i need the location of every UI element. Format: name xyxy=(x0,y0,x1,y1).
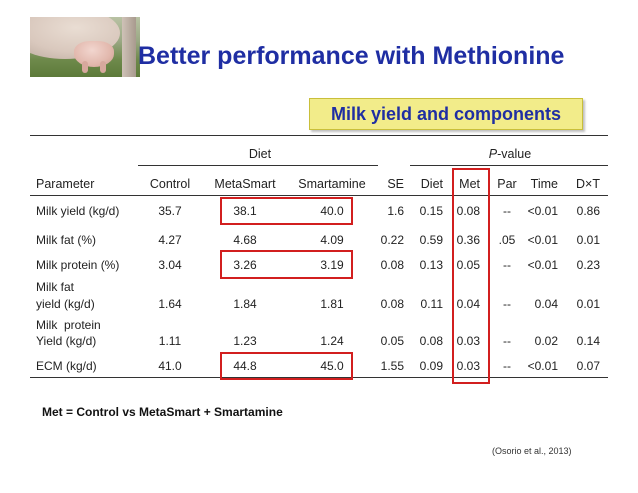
highlight-box-milk-protein xyxy=(220,250,353,279)
cell-diet: 0.15 xyxy=(419,204,443,218)
pvalue-group-header: P-value xyxy=(488,147,532,161)
table-bottom-rule xyxy=(30,377,608,378)
cell-metasmart: 38.1 xyxy=(233,204,257,218)
cell-se: 0.08 xyxy=(380,297,404,311)
col-header-smartamine: Smartamine xyxy=(298,177,366,191)
highlight-box-met-column xyxy=(452,168,490,384)
cell-metasmart: 1.23 xyxy=(233,334,257,348)
cell-metasmart: 44.8 xyxy=(233,359,257,373)
cell-smartamine: 40.0 xyxy=(320,204,344,218)
table-top-rule xyxy=(30,135,608,136)
highlight-box-milk-yield xyxy=(220,197,353,225)
row-param: Milk protein (%) xyxy=(36,258,120,272)
row-param: Milk yield (kg/d) xyxy=(36,204,120,218)
cell-dxt: 0.86 xyxy=(576,204,600,218)
row-param: ECM (kg/d) xyxy=(36,359,97,373)
header-bottom-rule xyxy=(30,195,608,196)
cell-par: -- xyxy=(503,359,511,373)
highlight-box-ecm xyxy=(220,352,353,380)
cell-time: 0.04 xyxy=(534,297,558,311)
col-header-met: Met xyxy=(459,177,480,191)
cell-par: -- xyxy=(503,334,511,348)
cell-dxt: 0.14 xyxy=(576,334,600,348)
col-header-dxt: D×T xyxy=(576,177,600,191)
cow-udder-photo xyxy=(30,17,140,77)
cell-diet: 0.09 xyxy=(419,359,443,373)
row-param-line2: Yield (kg/d) xyxy=(36,334,97,348)
col-header-time: Time xyxy=(530,177,558,191)
cell-par: .05 xyxy=(498,233,516,247)
cell-met: 0.36 xyxy=(456,233,480,247)
row-param: Milk fat (%) xyxy=(36,233,96,247)
cell-se: 0.05 xyxy=(380,334,404,348)
cell-dxt: 0.23 xyxy=(576,258,600,272)
cell-time: <0.01 xyxy=(527,258,558,272)
cell-control: 35.7 xyxy=(158,204,182,218)
cell-control: 4.27 xyxy=(158,233,182,247)
subtitle-banner: Milk yield and components xyxy=(309,98,583,130)
cell-se: 1.55 xyxy=(380,359,404,373)
cell-met: 0.03 xyxy=(456,359,480,373)
diet-group-rule xyxy=(138,165,378,166)
cell-dxt: 0.01 xyxy=(576,297,600,311)
cell-time: <0.01 xyxy=(527,204,558,218)
row-param: Milk protein xyxy=(36,318,101,332)
col-header-control: Control xyxy=(149,177,191,191)
cell-time: 0.02 xyxy=(534,334,558,348)
pvalue-group-rule xyxy=(410,165,608,166)
cell-met: 0.03 xyxy=(456,334,480,348)
cell-se: 0.22 xyxy=(380,233,404,247)
col-header-par: Par xyxy=(497,177,517,191)
cell-control: 41.0 xyxy=(158,359,182,373)
citation: (Osorio et al., 2013) xyxy=(492,446,572,456)
diet-group-header: Diet xyxy=(248,147,272,161)
footnote: Met = Control vs MetaSmart + Smartamine xyxy=(42,405,283,419)
cell-metasmart: 1.84 xyxy=(233,297,257,311)
cell-par: -- xyxy=(503,204,511,218)
cell-metasmart: 3.26 xyxy=(233,258,257,272)
cell-par: -- xyxy=(503,297,511,311)
cell-time: <0.01 xyxy=(527,359,558,373)
col-header-diet: Diet xyxy=(420,177,443,191)
cell-control: 1.11 xyxy=(158,334,182,348)
cell-met: 0.08 xyxy=(456,204,480,218)
col-header-se: SE xyxy=(387,177,404,191)
cell-dxt: 0.01 xyxy=(576,233,600,247)
cell-smartamine: 4.09 xyxy=(320,233,344,247)
cell-diet: 0.59 xyxy=(419,233,443,247)
col-header-parameter: Parameter xyxy=(36,177,95,191)
cell-control: 1.64 xyxy=(158,297,182,311)
cell-smartamine: 45.0 xyxy=(320,359,344,373)
row-param-line2: yield (kg/d) xyxy=(36,297,95,311)
cell-diet: 0.11 xyxy=(420,297,443,311)
cell-diet: 0.08 xyxy=(419,334,443,348)
cell-time: <0.01 xyxy=(527,233,558,247)
cell-diet: 0.13 xyxy=(419,258,443,272)
cell-smartamine: 3.19 xyxy=(320,258,344,272)
cell-se: 1.6 xyxy=(387,204,404,218)
cell-control: 3.04 xyxy=(158,258,182,272)
cell-metasmart: 4.68 xyxy=(233,233,257,247)
col-header-metasmart: MetaSmart xyxy=(214,177,276,191)
cell-smartamine: 1.81 xyxy=(320,297,344,311)
cell-se: 0.08 xyxy=(380,258,404,272)
cell-met: 0.05 xyxy=(456,258,480,272)
slide-title: Better performance with Methionine xyxy=(138,42,565,70)
row-param: Milk fat xyxy=(36,280,75,294)
cell-dxt: 0.07 xyxy=(576,359,600,373)
cell-smartamine: 1.24 xyxy=(320,334,344,348)
cell-par: -- xyxy=(503,258,511,272)
cell-met: 0.04 xyxy=(456,297,480,311)
